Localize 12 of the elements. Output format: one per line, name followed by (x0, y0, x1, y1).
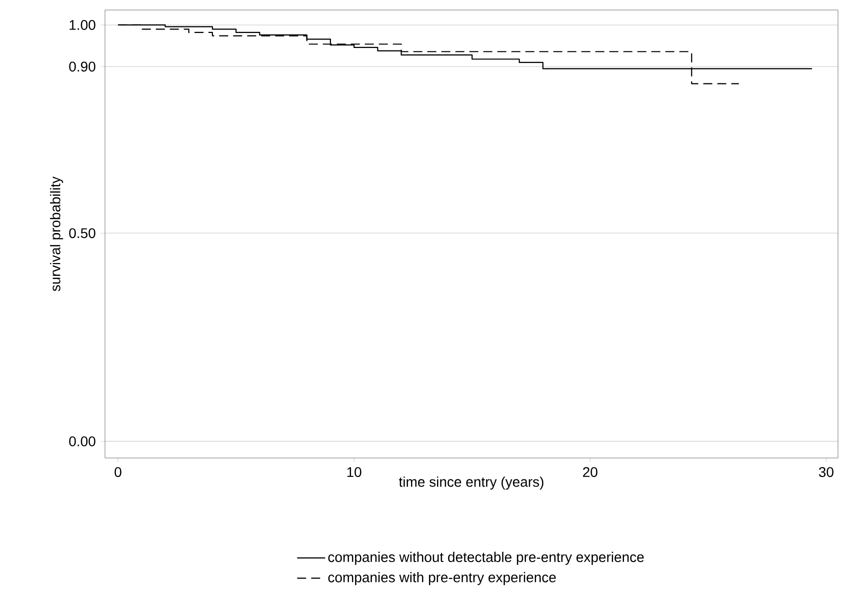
x-tick-label: 10 (347, 467, 362, 478)
x-tick-label: 0 (114, 467, 122, 478)
y-tick-label: 1.00 (70, 20, 96, 30)
x-tick-label: 20 (583, 467, 598, 478)
x-axis-title: time since entry (years) (398, 476, 544, 490)
y-tick-label: 0.00 (69, 436, 96, 446)
legend-label: companies without detectable pre-entry experience (328, 552, 644, 565)
legend-label: companies with pre-entry experience (328, 572, 556, 586)
y-tick-label: 0.50 (69, 228, 96, 238)
y-axis-title: survival probability (50, 176, 64, 292)
y-tick-label: 0.90 (69, 62, 96, 72)
x-tick-label: 30 (818, 467, 834, 478)
